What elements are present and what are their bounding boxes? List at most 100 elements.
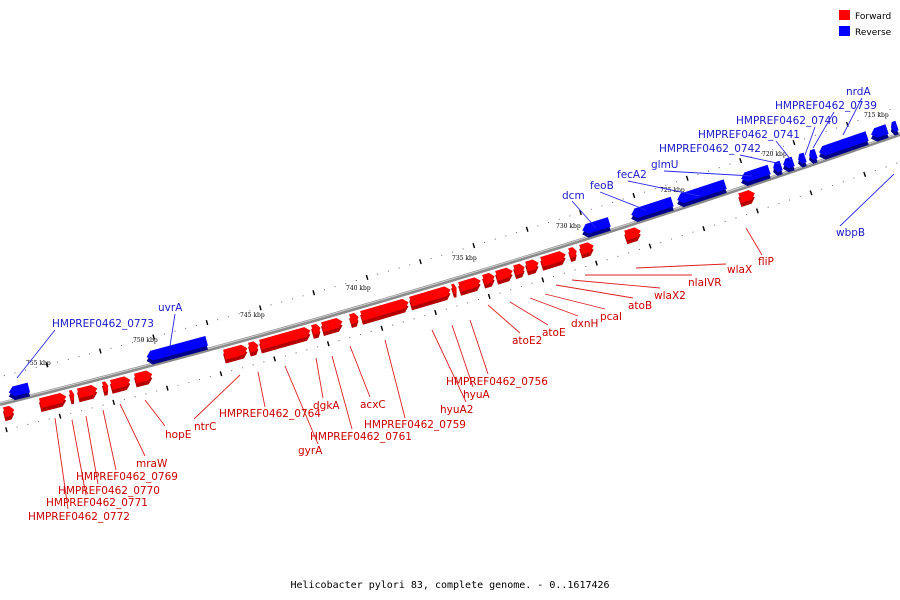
forward-gene-arrow — [134, 370, 153, 384]
scale-tick — [112, 399, 116, 405]
reverse-gene-arrow — [809, 148, 818, 160]
scale-tick — [472, 243, 476, 249]
forward-gene-arrow — [409, 286, 451, 307]
scale-label: 750 kbp — [133, 337, 158, 344]
leader-line — [663, 170, 753, 177]
scale-tick — [541, 277, 545, 283]
scale-tick — [755, 208, 759, 214]
leader-line — [544, 293, 606, 310]
forward-gene-arrow — [223, 344, 248, 360]
gene-label: uvrA — [158, 302, 183, 314]
gene-label: HMPREF0462_0769 — [76, 471, 178, 483]
leader-line — [529, 297, 579, 317]
leader-line — [54, 417, 69, 510]
leader-line — [599, 191, 647, 211]
gene-label: dcm — [562, 190, 585, 202]
leader-line — [839, 173, 895, 227]
forward-gene-arrow — [360, 298, 409, 321]
forward-gene-arrow — [579, 242, 594, 255]
scale-tick — [152, 334, 155, 340]
gene-label: nrdA — [846, 86, 871, 98]
forward-gene-arrow — [349, 312, 359, 324]
leader-line — [102, 409, 117, 471]
scale-label: 735 kbp — [452, 255, 477, 262]
scale-tick — [685, 175, 689, 181]
forward-gene-arrow — [624, 227, 641, 241]
leader-line — [349, 345, 371, 398]
reverse-gene-arrow — [891, 120, 899, 132]
forward-gene-arrow — [458, 277, 481, 292]
forward-gene-arrow — [540, 251, 566, 267]
scale-label: 730 kbp — [556, 223, 581, 230]
leader-line — [331, 355, 353, 430]
forward-gene-arrow — [568, 247, 577, 258]
leader-line — [119, 403, 146, 457]
gene-label: hyuA2 — [440, 404, 473, 416]
scale-tick — [205, 319, 209, 326]
scale-tick — [259, 305, 262, 311]
gene-label: acxC — [360, 399, 386, 411]
legend-forward-label: Forward — [855, 12, 891, 22]
scale-tick — [632, 192, 636, 199]
gene-label: HMPREF0462_0740 — [736, 115, 838, 127]
scale-tick — [579, 209, 582, 216]
leader-line — [431, 329, 467, 403]
gene-label: glmU — [651, 159, 679, 171]
reverse-gene-arrow — [871, 124, 889, 138]
leader-line — [451, 324, 474, 388]
leader-line — [169, 313, 176, 347]
label-leader-lines — [16, 97, 895, 510]
forward-gene-arrow — [259, 327, 311, 350]
gene-label: pcaI — [600, 311, 622, 323]
leader-line — [775, 140, 792, 161]
leader-line — [842, 97, 863, 136]
scale-label: 720 kbp — [762, 151, 787, 158]
leader-line — [257, 371, 266, 408]
forward-gene-arrow — [68, 390, 75, 401]
gene-label: fecA2 — [617, 169, 647, 181]
gene-label: HMPREF0462_0771 — [46, 497, 148, 509]
leader-line — [804, 126, 816, 156]
scale-tick — [166, 385, 169, 391]
legend-forward-swatch — [839, 10, 850, 20]
gene-label: atoB — [628, 300, 652, 312]
scale-tick — [434, 309, 437, 316]
leader-line — [635, 263, 727, 269]
scale-tick — [525, 226, 529, 232]
gene-label: HMPREF0462_0764 — [219, 408, 321, 420]
leader-line — [85, 415, 99, 485]
scale-label: 740 kbp — [346, 285, 371, 292]
leader-line — [315, 357, 324, 399]
gene-label: dxnH — [571, 318, 598, 330]
scale-label: 755 kbp — [26, 360, 51, 367]
reverse-gene-arrow — [8, 382, 31, 397]
scale-tick — [312, 290, 316, 296]
leader-line — [16, 329, 56, 379]
forward-gene-arrow — [513, 263, 525, 276]
leader-line — [571, 279, 661, 289]
leader-line — [71, 419, 87, 496]
reverse-gene-arrow — [631, 196, 674, 219]
gene-label: HMPREF0462_0761 — [310, 431, 412, 443]
reverse-gene-arrow — [783, 156, 795, 169]
leader-line — [384, 339, 406, 419]
gene-label: hopE — [165, 429, 191, 441]
leader-line — [571, 200, 597, 229]
gene-label: HMPREF0462_0741 — [698, 129, 800, 141]
legend-reverse-swatch — [839, 26, 850, 36]
gene-label: HMPREF0462_0756 — [446, 376, 548, 388]
forward-gene-labels: HMPREF0462_0772 HMPREF0462_0771 HMPREF04… — [28, 256, 774, 523]
forward-gene-arrow — [248, 341, 259, 353]
forward-gene-arrow — [110, 376, 131, 390]
genome-caption: Helicobacter pylori 83, complete genome.… — [290, 580, 609, 591]
scale-tick — [648, 243, 652, 249]
leader-line — [144, 399, 166, 427]
forward-gene-arrow — [495, 267, 513, 281]
reverse-gene-arrow — [798, 152, 807, 164]
forward-gene-arrow — [38, 392, 67, 409]
forward-gene-arrow — [2, 405, 15, 418]
gene-label: HMPREF0462_0772 — [28, 511, 130, 523]
gene-label: fliP — [758, 256, 774, 268]
